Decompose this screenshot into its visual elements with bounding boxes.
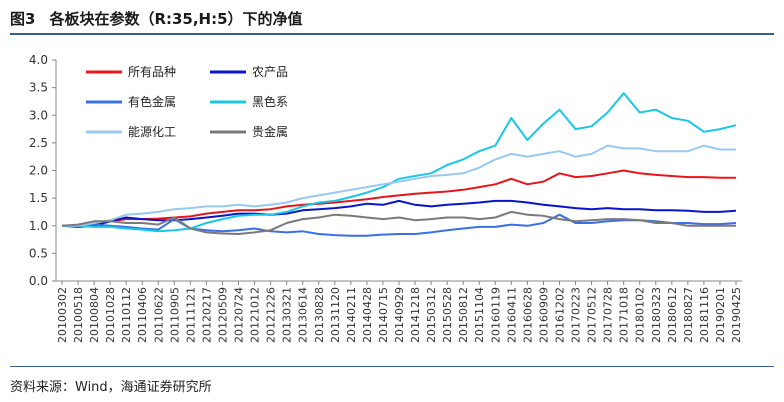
x-tick-label: 20160119 <box>489 287 502 343</box>
x-tick-label: 20160909 <box>537 287 550 343</box>
x-tick-label: 20180102 <box>634 287 647 343</box>
x-tick-label: 20140211 <box>345 287 358 343</box>
x-tick-label: 20100302 <box>56 287 69 343</box>
x-tick-label: 20160411 <box>505 287 518 343</box>
x-tick-label: 20140929 <box>393 287 406 343</box>
series-line-6 <box>61 210 736 235</box>
title-rule <box>10 33 774 35</box>
series-line-3 <box>62 213 737 237</box>
y-tick-label: 1.5 <box>29 191 48 205</box>
series-line-5 <box>62 144 736 227</box>
x-tick-label: 20111121 <box>184 287 197 343</box>
x-tick-label: 20130614 <box>297 287 310 343</box>
x-tick-label: 20120724 <box>233 287 246 343</box>
y-tick-label: 3.5 <box>29 81 48 95</box>
legend-label-2: 农产品 <box>252 65 288 79</box>
x-tick-label: 20120509 <box>216 287 229 343</box>
x-tick-label: 20181116 <box>698 287 711 343</box>
legend-label-3: 有色金属 <box>128 94 176 109</box>
x-tick-label: 20170728 <box>602 287 615 343</box>
figure-number: 图3 <box>10 10 36 28</box>
x-tick-label: 20190201 <box>714 287 727 343</box>
y-tick-label: 0.5 <box>29 246 48 260</box>
x-tick-label: 20131120 <box>329 287 342 343</box>
x-tick-label: 20151104 <box>473 287 486 343</box>
y-tick-label: 2.5 <box>29 136 48 150</box>
footer-rule <box>10 366 774 367</box>
x-tick-label: 20100804 <box>88 287 101 343</box>
x-tick-label: 20140715 <box>377 287 390 343</box>
series-line-4 <box>62 92 737 233</box>
x-tick-label: 20120217 <box>200 287 213 343</box>
y-tick-label: 1.0 <box>29 219 48 233</box>
x-tick-label: 20150528 <box>441 287 454 343</box>
y-tick-label: 3.0 <box>29 108 48 122</box>
x-tick-label: 20180612 <box>666 287 679 343</box>
source-note: 资料来源：Wind，海通证券研究所 <box>10 380 212 395</box>
x-tick-label: 20160628 <box>521 287 534 343</box>
x-tick-label: 20170223 <box>570 287 583 343</box>
x-tick-label: 20110622 <box>152 287 165 343</box>
legend-label-5: 能源化工 <box>128 125 176 139</box>
x-tick-label: 20130828 <box>313 287 326 343</box>
x-tick-label: 20141218 <box>409 287 422 343</box>
legend-label-4: 黑色系 <box>252 95 288 109</box>
x-tick-label: 20121226 <box>265 287 278 343</box>
x-tick-label: 20110406 <box>136 287 149 343</box>
figure-title-text: 各板块在参数（R:35,H:5）下的净值 <box>49 10 303 28</box>
x-tick-label: 20110905 <box>168 287 181 343</box>
x-tick-label: 20140428 <box>361 287 374 343</box>
figure-title: 图3 各板块在参数（R:35,H:5）下的净值 <box>10 8 303 29</box>
x-tick-label: 20171018 <box>618 287 631 343</box>
x-tick-label: 20110112 <box>120 287 133 343</box>
x-tick-label: 20190425 <box>730 287 743 343</box>
legend-label-1: 所有品种 <box>128 65 176 79</box>
y-tick-label: 0.0 <box>29 274 48 288</box>
x-tick-label: 20100518 <box>72 287 85 343</box>
y-tick-label: 4.0 <box>29 53 48 67</box>
x-tick-label: 20121012 <box>249 287 262 343</box>
x-tick-label: 20180827 <box>682 287 695 343</box>
x-tick-label: 20150812 <box>457 287 470 343</box>
legend-label-6: 贵金属 <box>252 124 288 139</box>
y-tick-label: 2.0 <box>29 164 48 178</box>
x-tick-label: 20170512 <box>586 287 599 343</box>
x-tick-label: 20180323 <box>650 287 663 343</box>
x-tick-label: 20161202 <box>553 287 566 343</box>
x-tick-label: 20101028 <box>104 287 117 343</box>
x-tick-label: 20150312 <box>425 287 438 343</box>
x-tick-label: 20130321 <box>281 287 294 343</box>
